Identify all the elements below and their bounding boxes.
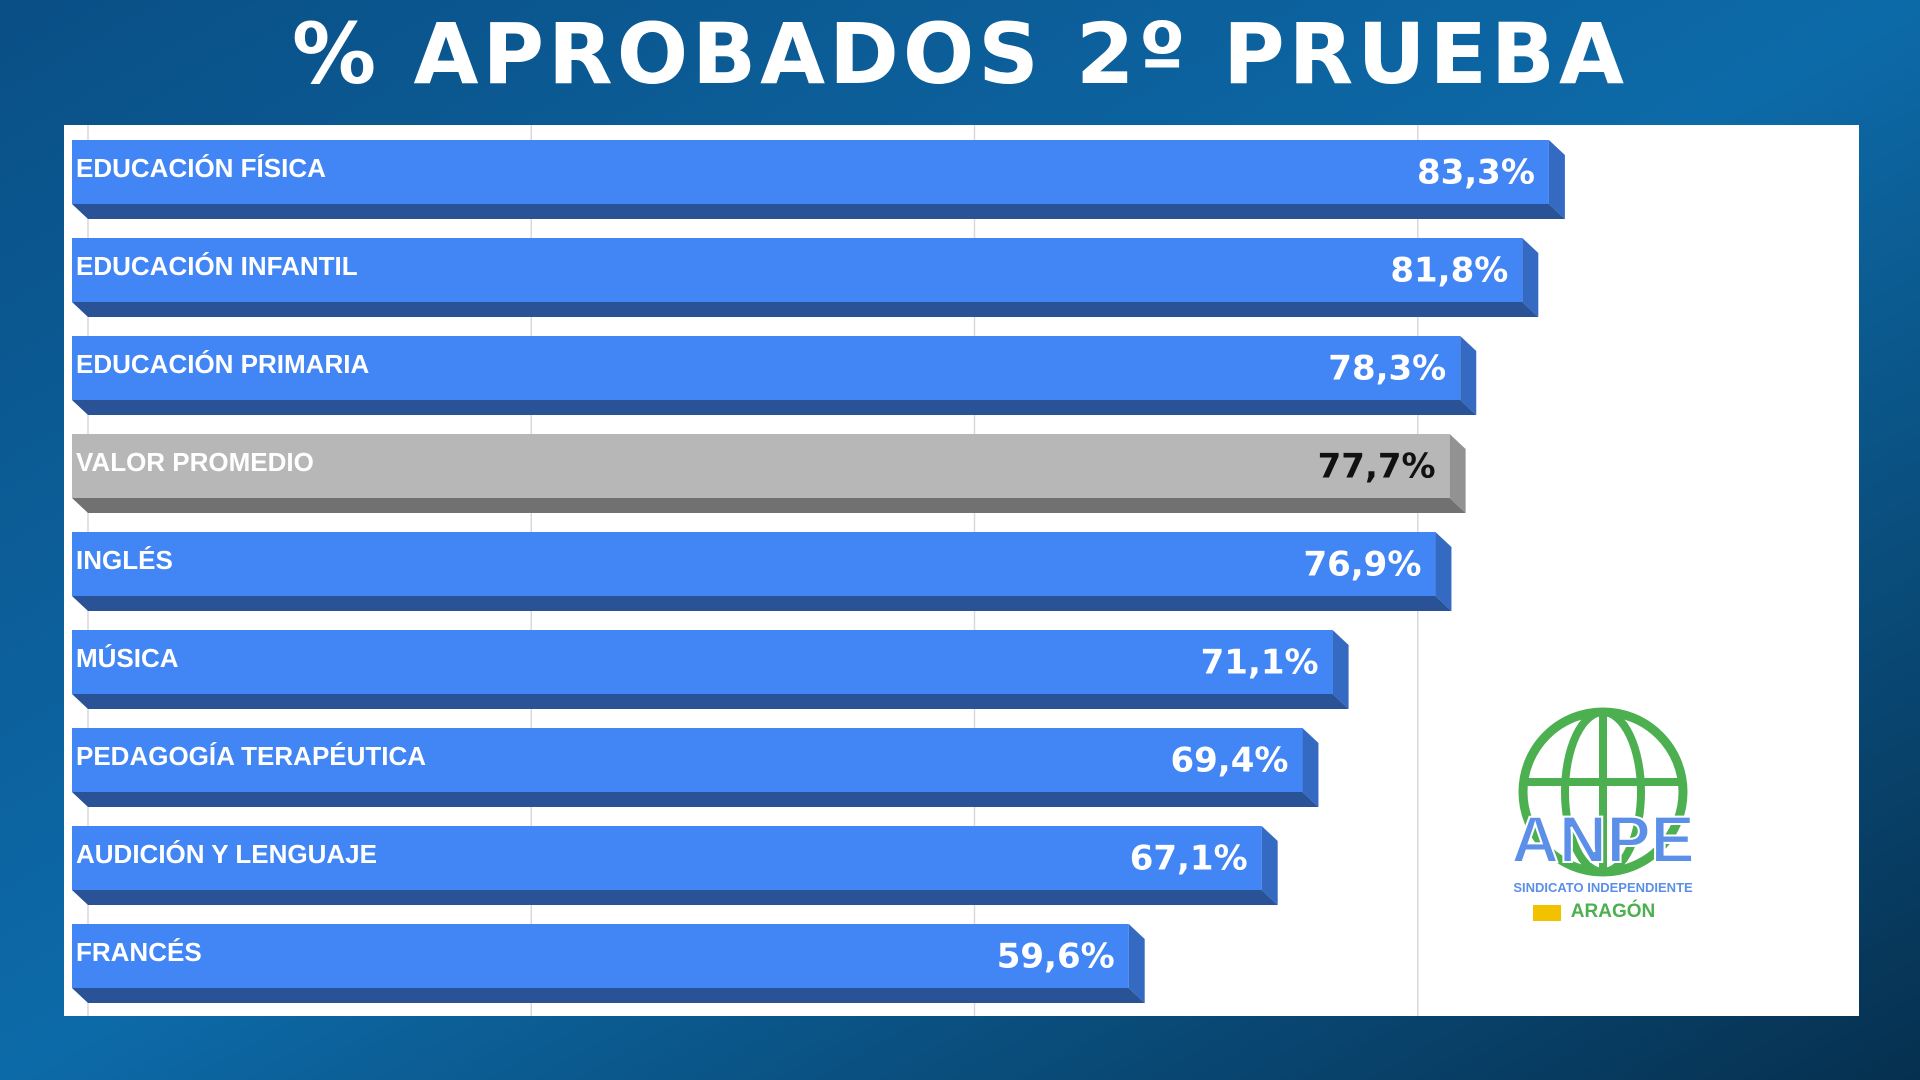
bar (72, 140, 1549, 204)
logo-flag (1533, 905, 1561, 921)
category-label: INGLÉS (76, 545, 173, 575)
bar-side (1522, 238, 1539, 317)
bar-side (1128, 924, 1145, 1003)
bar (72, 238, 1523, 302)
logo-subtitle: SINDICATO INDEPENDIENTE (1513, 880, 1693, 895)
bar (72, 336, 1461, 400)
bar (72, 924, 1129, 988)
bar-side (1302, 728, 1319, 807)
value-label: 69,4% (1170, 741, 1288, 781)
bar (72, 630, 1333, 694)
chart-title: % APROBADOS 2º PRUEBA (292, 5, 1628, 103)
bar-shadow (72, 302, 1539, 317)
category-label: PEDAGOGÍA TERAPÉUTICA (76, 741, 426, 771)
bar-shadow (72, 204, 1565, 219)
value-label: 83,3% (1417, 153, 1535, 193)
value-label: 78,3% (1328, 349, 1446, 389)
bar-shadow (72, 596, 1452, 611)
category-label: EDUCACIÓN PRIMARIA (76, 349, 369, 379)
bar-shadow (72, 498, 1466, 513)
bar (72, 532, 1436, 596)
category-label: AUDICIÓN Y LENGUAJE (76, 839, 377, 869)
value-label: 76,9% (1303, 545, 1421, 585)
logo-region: ARAGÓN (1571, 900, 1655, 922)
bar (72, 728, 1303, 792)
category-label: EDUCACIÓN FÍSICA (76, 153, 326, 183)
logo: ANPE SINDICATO INDEPENDIENTE ARAGÓN (1510, 707, 1696, 922)
value-label: 59,6% (997, 937, 1115, 977)
value-label: 67,1% (1130, 839, 1248, 879)
logo-name: ANPE (1511, 802, 1694, 876)
bar (72, 434, 1450, 498)
bar-shadow (72, 792, 1319, 807)
category-label: EDUCACIÓN INFANTIL (76, 251, 358, 281)
category-label: MÚSICA (76, 643, 179, 673)
bars: EDUCACIÓN FÍSICA 83,3% EDUCACIÓN INFANTIL 8… (72, 125, 1565, 1016)
bar-shadow (72, 988, 1145, 1003)
value-label: 81,8% (1390, 251, 1508, 291)
value-label: 77,7% (1318, 447, 1436, 487)
bar-shadow (72, 890, 1278, 905)
bar-shadow (72, 694, 1349, 709)
bar-side (1460, 336, 1477, 415)
category-label: VALOR PROMEDIO (76, 447, 314, 477)
bar-side (1435, 532, 1452, 611)
value-label: 71,1% (1201, 643, 1319, 683)
bar-side (1449, 434, 1466, 513)
bar-side (1548, 140, 1565, 219)
bar-shadow (72, 400, 1477, 415)
bar-side (1261, 826, 1278, 905)
bar-side (1332, 630, 1349, 709)
bar (72, 826, 1262, 890)
category-label: FRANCÉS (76, 937, 202, 967)
